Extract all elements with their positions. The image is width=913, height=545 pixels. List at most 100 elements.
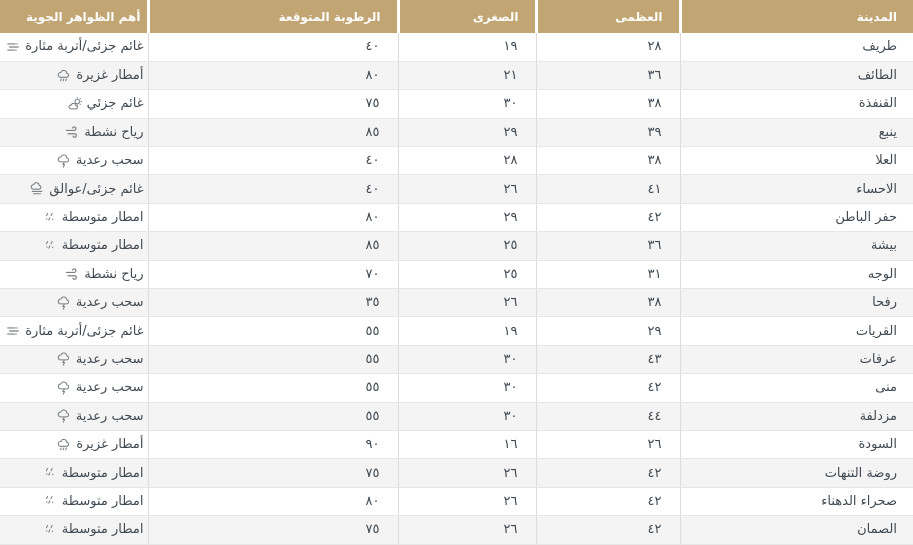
max-temp-cell: ٢٩ xyxy=(536,316,681,346)
phenomena-label: غائم جزئى/أتربة مثارة xyxy=(25,39,144,55)
humidity-cell: ٨٥ xyxy=(148,231,399,261)
humidity-cell: ٨٠ xyxy=(148,487,399,517)
city-cell: الطائف xyxy=(680,61,913,91)
phenomena-cell: غائم جزئى/أتربة مثارة xyxy=(0,33,149,62)
min-temp-cell: ٢٨ xyxy=(398,146,537,176)
phenomena-label: امطار متوسطة xyxy=(61,493,144,509)
phenomena-cell: سحب رعدية xyxy=(0,146,149,176)
max-temp-cell: ٤٣ xyxy=(536,345,681,375)
city-cell: العلا xyxy=(680,146,913,176)
phenomena-label: امطار متوسطة xyxy=(61,238,144,254)
phenomena-label: رياح نشطة xyxy=(84,266,144,282)
phenomena-cell: سحب رعدية xyxy=(0,345,149,375)
phenomena-label: سحب رعدية xyxy=(75,295,144,311)
city-cell: طريف xyxy=(680,33,913,62)
table-row: ينبع ٣٩ ٢٩ ٨٥ رياح نشطة xyxy=(0,118,913,148)
humidity-cell: ٤٠ xyxy=(148,146,399,176)
city-cell: الاحساء xyxy=(680,174,913,204)
moderate-rain-icon xyxy=(43,239,57,253)
phenomena-label: رياح نشطة xyxy=(84,124,144,140)
max-temp-cell: ٤١ xyxy=(536,174,681,204)
city-cell: القريات xyxy=(680,316,913,346)
humidity-cell: ٨٠ xyxy=(148,203,399,233)
table-row: روضة التنهات ٤٢ ٢٦ ٧٥ امطار متوسطة xyxy=(0,458,913,488)
table-row: حفر الباطن ٤٢ ٢٩ ٨٠ امطار متوسطة xyxy=(0,203,913,233)
city-cell: ينبع xyxy=(680,118,913,148)
max-temp-cell: ٣٨ xyxy=(536,146,681,176)
table-row: عرفات ٤٣ ٣٠ ٥٥ سحب رعدية xyxy=(0,345,913,375)
table-row: طريف ٢٨ ١٩ ٤٠ غائم جزئى/أتربة مثارة xyxy=(0,33,913,62)
min-temp-cell: ٢٦ xyxy=(398,487,537,517)
max-temp-cell: ٤٢ xyxy=(536,203,681,233)
phenomena-label: أمطار غزيرة xyxy=(76,68,144,84)
column-header-max: العظمى xyxy=(536,0,682,33)
phenomena-cell: امطار متوسطة xyxy=(0,487,149,517)
min-temp-cell: ٢٩ xyxy=(398,118,537,148)
city-cell: بيشة xyxy=(680,231,913,261)
humidity-cell: ٧٠ xyxy=(148,260,399,290)
phenomena-cell: امطار متوسطة xyxy=(0,515,149,545)
phenomena-cell: امطار متوسطة xyxy=(0,203,149,233)
table-row: الاحساء ٤١ ٢٦ ٤٠ غائم جزئى/عوالق xyxy=(0,174,913,204)
moderate-rain-icon xyxy=(43,211,57,225)
min-temp-cell: ٢٦ xyxy=(398,515,537,545)
table-row: الصمان ٤٢ ٢٦ ٧٥ امطار متوسطة xyxy=(0,515,913,545)
city-cell: الوجه xyxy=(680,260,913,290)
max-temp-cell: ٤٢ xyxy=(536,515,681,545)
table-row: السودة ٢٦ ١٦ ٩٠ أمطار غزيرة xyxy=(0,430,913,460)
heavy-rain-icon xyxy=(57,438,71,452)
dust-icon xyxy=(6,40,20,54)
phenomena-cell: سحب رعدية xyxy=(0,288,149,318)
phenomena-cell: غائم جزئى/أتربة مثارة xyxy=(0,316,149,346)
min-temp-cell: ٢٩ xyxy=(398,203,537,233)
city-cell: مزدلفة xyxy=(680,402,913,431)
moderate-rain-icon xyxy=(43,494,57,508)
partly-cloudy-icon xyxy=(68,96,82,111)
min-temp-cell: ٣٠ xyxy=(398,373,537,403)
min-temp-cell: ١٩ xyxy=(398,316,537,346)
city-cell: صحراء الدهناء xyxy=(680,487,913,517)
humidity-cell: ٥٥ xyxy=(148,402,399,431)
city-cell: السودة xyxy=(680,430,913,460)
min-temp-cell: ٢٦ xyxy=(398,458,537,488)
table-row: منى ٤٢ ٣٠ ٥٥ سحب رعدية xyxy=(0,373,913,403)
thunder-cloud-icon xyxy=(57,352,71,367)
table-row: الوجه ٣١ ٢٥ ٧٠ رياح نشطة xyxy=(0,260,913,290)
phenomena-label: سحب رعدية xyxy=(75,408,144,424)
humidity-cell: ٨٥ xyxy=(148,118,399,148)
phenomena-cell: رياح نشطة xyxy=(0,260,149,290)
phenomena-label: امطار متوسطة xyxy=(61,522,144,538)
city-cell: منى xyxy=(680,373,913,403)
min-temp-cell: ١٩ xyxy=(398,33,537,62)
humidity-cell: ٧٥ xyxy=(148,458,399,488)
max-temp-cell: ٤٤ xyxy=(536,402,681,431)
max-temp-cell: ٣١ xyxy=(536,260,681,290)
phenomena-cell: غائم جزئى/عوالق xyxy=(0,174,149,204)
min-temp-cell: ٢٦ xyxy=(398,174,537,204)
phenomena-cell: أمطار غزيرة xyxy=(0,61,149,91)
thunder-cloud-icon xyxy=(57,154,71,168)
table-row: بيشة ٣٦ ٢٥ ٨٥ امطار متوسطة xyxy=(0,231,913,261)
phenomena-label: سحب رعدية xyxy=(75,351,144,367)
city-cell: حفر الباطن xyxy=(680,203,913,233)
phenomena-label: أمطار غزيرة xyxy=(76,437,144,453)
header-row: المدينة العظمى الصغرى الرطوبة المتوقعة أهم ا… xyxy=(0,0,913,33)
phenomena-label: سحب رعدية xyxy=(75,153,144,169)
thunder-cloud-icon xyxy=(57,381,71,395)
table-row: العلا ٣٨ ٢٨ ٤٠ سحب رعدية xyxy=(0,146,913,176)
humidity-cell: ٨٠ xyxy=(148,61,399,91)
humidity-cell: ٣٥ xyxy=(148,288,399,318)
humidity-cell: ٥٥ xyxy=(148,345,399,375)
phenomena-label: امطار متوسطة xyxy=(61,465,144,481)
max-temp-cell: ٣٩ xyxy=(536,118,681,148)
city-cell: الصمان xyxy=(680,515,913,545)
phenomena-cell: غائم جزئي xyxy=(0,89,149,119)
humidity-cell: ٤٠ xyxy=(148,33,399,62)
city-cell: روضة التنهات xyxy=(680,458,913,488)
city-cell: القنفذة xyxy=(680,89,913,119)
table-row: القريات ٢٩ ١٩ ٥٥ غائم جزئى/أتربة مثارة xyxy=(0,316,913,346)
phenomena-label: امطار متوسطة xyxy=(61,210,144,226)
min-temp-cell: ٢١ xyxy=(398,61,537,91)
humidity-cell: ٧٥ xyxy=(148,89,399,119)
